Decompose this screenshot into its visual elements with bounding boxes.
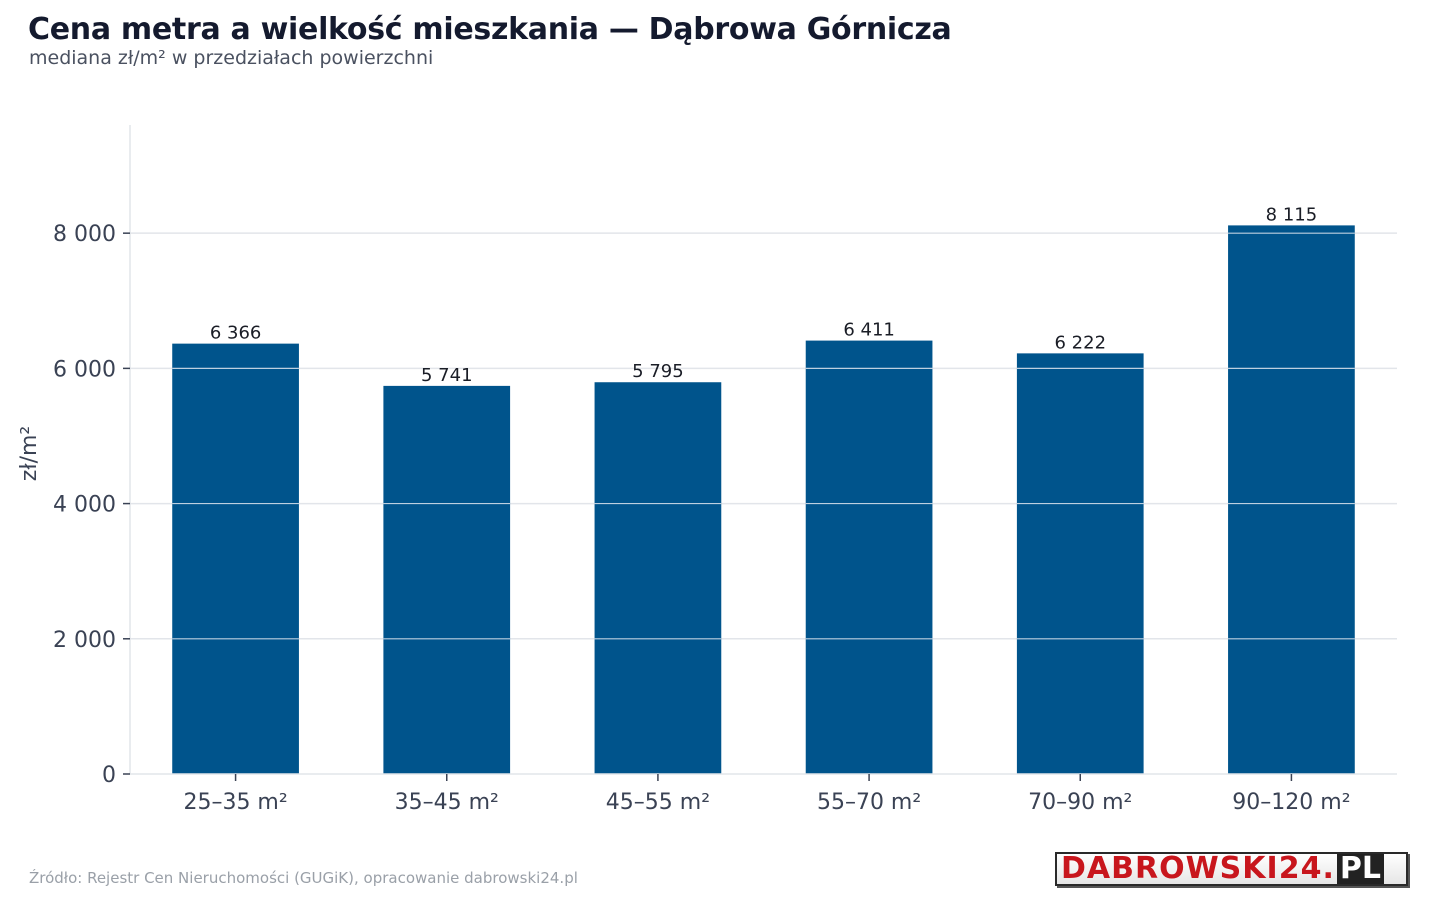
data-label: 5 741 (421, 365, 473, 386)
bar (1228, 225, 1355, 774)
grid-lines (130, 232, 1397, 640)
data-label: 6 411 (843, 320, 895, 341)
x-tick-label: 35–45 m² (395, 790, 499, 815)
bar (172, 343, 299, 774)
logo-tld-text: PL (1336, 854, 1384, 884)
y-tick-label: 4 000 (53, 493, 116, 518)
data-label: 6 366 (210, 323, 262, 344)
x-tick-label: 45–55 m² (606, 790, 710, 815)
x-tick-label: 90–120 m² (1232, 790, 1350, 815)
labels: 0 2 000 4 000 6 000 8 000 25–35 m² 35–45 m² 45–… (53, 204, 1351, 815)
data-label: 6 222 (1054, 332, 1106, 353)
brand-logo: DABROWSKI24. PL (1055, 852, 1408, 886)
y-tick-label: 0 (102, 763, 116, 788)
data-label: 5 795 (632, 361, 684, 382)
x-tick-label: 70–90 m² (1028, 790, 1132, 815)
y-tick-label: 8 000 (53, 222, 116, 247)
y-axis-label: zł/m² (17, 426, 42, 481)
chart-title: Cena metra a wielkość mieszkania — Dąbro… (28, 12, 952, 47)
axes (123, 125, 1397, 781)
bar (594, 382, 722, 774)
x-tick-label: 55–70 m² (817, 790, 921, 815)
logo-brand-text: DABROWSKI24. (1061, 852, 1335, 886)
y-tick-label: 6 000 (53, 357, 116, 382)
x-tick-label: 25–35 m² (183, 790, 287, 815)
bar (805, 340, 933, 774)
data-label: 8 115 (1266, 204, 1318, 225)
chart-subtitle: mediana zł/m² w przedziałach powierzchni (29, 47, 434, 69)
source-note: Źródło: Rejestr Cen Nieruchomości (GUGiK… (29, 869, 578, 887)
bar (383, 385, 511, 774)
bars (172, 225, 1355, 774)
bar (1016, 353, 1144, 774)
y-tick-label: 2 000 (53, 628, 116, 653)
